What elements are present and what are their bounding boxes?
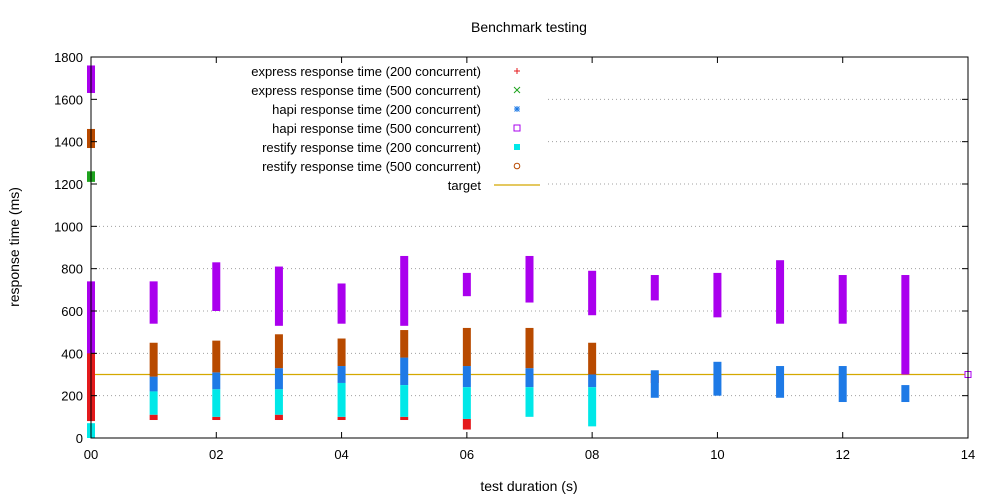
data-range-bar [400, 330, 409, 358]
legend-label: hapi response time (500 concurrent) [272, 121, 481, 136]
data-range-bar [337, 366, 346, 383]
legend-label: target [448, 178, 482, 193]
data-range-bar [588, 387, 597, 427]
data-range-bar [650, 370, 659, 398]
legend-label: restify response time (200 concurrent) [262, 140, 481, 155]
data-range-bar [525, 387, 534, 417]
data-range-bar [462, 366, 471, 388]
data-range-bar [274, 389, 283, 415]
legend: express response time (200 concurrent) ex… [251, 64, 540, 193]
data-range-bar [212, 389, 221, 417]
legend-label: express response time (200 concurrent) [251, 64, 481, 79]
data-range-bar [149, 376, 158, 392]
x-tick-label: 08 [585, 447, 599, 462]
legend-item: restify response time (200 concurrent) [262, 140, 520, 155]
data-range-bar [525, 327, 534, 369]
legend-label: express response time (500 concurrent) [251, 83, 481, 98]
data-range-bar [713, 272, 722, 318]
x-tick-label: 04 [334, 447, 348, 462]
legend-marker-stroke [513, 86, 521, 94]
axis-ticks: 0 200 400 600 800 1000 1200 1400 1600 1800 00 02 04 0… [54, 50, 975, 462]
y-tick-label: 1400 [54, 135, 83, 150]
data-range-bar [337, 283, 346, 324]
data-range-bar [901, 275, 910, 375]
data-range-bar [525, 368, 534, 388]
legend-marker [513, 162, 521, 170]
data-range-bar [274, 334, 283, 369]
legend-label: hapi response time (200 concurrent) [272, 102, 481, 117]
legend-item: hapi response time (200 concurrent) [272, 102, 520, 117]
data-range-bar [462, 387, 471, 419]
legend-marker [514, 106, 520, 112]
data-range-bar [838, 275, 847, 324]
data-range-bar [337, 338, 346, 367]
x-tick-label: 12 [835, 447, 849, 462]
data-range-bar [212, 340, 221, 373]
x-tick-label: 10 [710, 447, 724, 462]
y-tick-label: 800 [61, 262, 83, 277]
y-tick-label: 1000 [54, 219, 83, 234]
legend-item: express response time (500 concurrent) [251, 83, 521, 98]
y-tick-label: 200 [61, 389, 83, 404]
legend-item-target: target [448, 178, 540, 193]
x-tick-label: 06 [460, 447, 474, 462]
data-range-bar [525, 255, 534, 303]
data-range-bar [776, 366, 785, 398]
data-range-bar [337, 382, 346, 417]
data-range-bar [337, 416, 346, 421]
data-range-bar [149, 414, 158, 421]
x-axis-title: test duration (s) [480, 478, 577, 494]
data-marks [87, 65, 972, 438]
data-range-bar [400, 416, 409, 421]
legend-marker [514, 68, 520, 74]
x-tick-label: 14 [961, 447, 975, 462]
data-range-bar [400, 357, 409, 386]
y-tick-label: 600 [61, 304, 83, 319]
data-range-bar [462, 272, 471, 297]
data-range-bar [274, 368, 283, 390]
legend-item: hapi response time (500 concurrent) [272, 121, 521, 136]
data-range-bar [588, 342, 597, 375]
legend-marker [513, 124, 521, 132]
data-range-bar [274, 266, 283, 326]
data-range-bar [588, 270, 597, 316]
data-range-bar [400, 385, 409, 417]
data-range-bar [462, 327, 471, 367]
legend-label: restify response time (500 concurrent) [262, 159, 481, 174]
legend-item: restify response time (500 concurrent) [262, 159, 521, 174]
data-range-bar [149, 391, 158, 415]
legend-marker [513, 86, 521, 94]
legend-marker [514, 144, 520, 150]
y-tick-label: 1800 [54, 50, 83, 65]
data-range-bar [462, 418, 471, 430]
chart-title: Benchmark testing [471, 19, 587, 35]
data-range-bar [650, 275, 659, 301]
legend-marker-stroke [514, 106, 520, 112]
data-range-bar [212, 416, 221, 421]
y-axis-title: response time (ms) [6, 187, 22, 307]
x-tick-label: 00 [84, 447, 98, 462]
y-tick-label: 1200 [54, 177, 83, 192]
data-range-bar [713, 361, 722, 396]
data-range-bar [212, 372, 221, 390]
data-range-bar [901, 385, 910, 403]
data-range-bar [588, 374, 597, 388]
data-range-bar [149, 281, 158, 324]
y-tick-label: 0 [76, 431, 83, 446]
data-range-bar [838, 366, 847, 403]
data-range-bar [400, 255, 409, 326]
data-range-bar [274, 414, 283, 421]
data-range-bar [776, 260, 785, 324]
legend-item: express response time (200 concurrent) [251, 64, 520, 79]
y-tick-label: 1600 [54, 92, 83, 107]
data-range-bar [149, 342, 158, 377]
data-range-bar [212, 262, 221, 311]
y-tick-label: 400 [61, 346, 83, 361]
x-tick-label: 02 [209, 447, 223, 462]
plot-border [90, 56, 969, 439]
